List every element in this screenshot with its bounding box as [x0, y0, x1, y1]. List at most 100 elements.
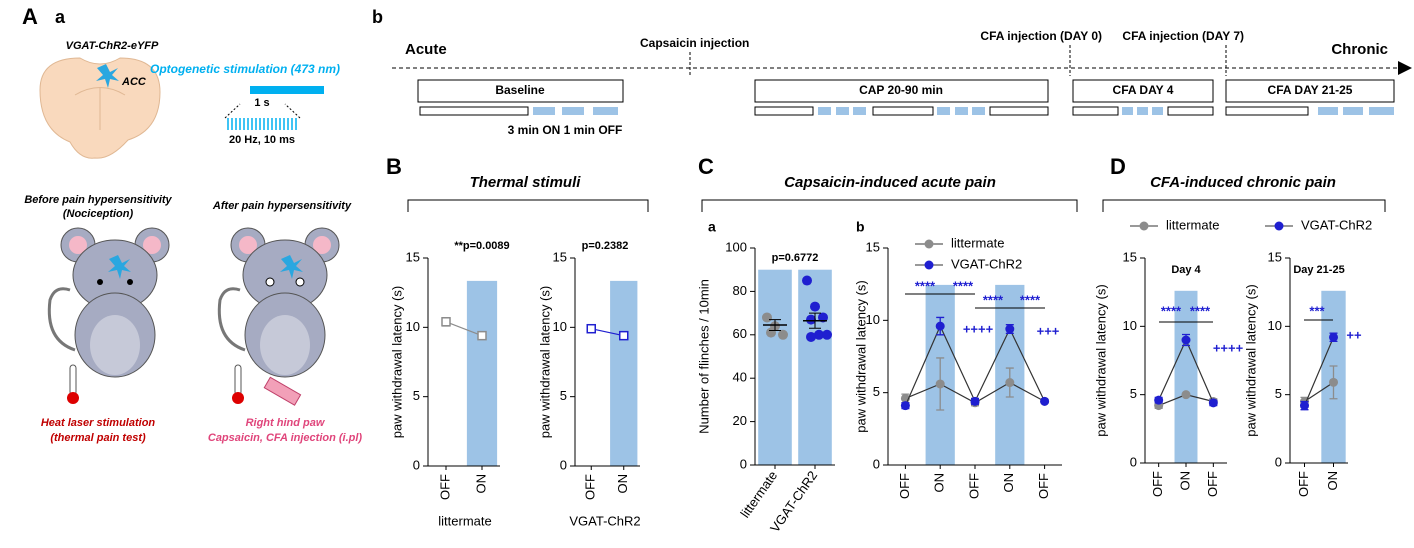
group-title: CFA-induced chronic pain [1150, 174, 1336, 191]
y-tick-label: 5 [413, 388, 420, 403]
annotation: **** [953, 278, 974, 293]
data-point [806, 314, 816, 325]
event: Capsaicin injection [640, 36, 749, 50]
legend-label: VGAT-ChR2 [951, 256, 1022, 271]
arrowhead [1398, 61, 1412, 75]
legend-marker [924, 239, 934, 249]
series-line [591, 328, 624, 337]
y-axis-label: Number of flinches / 10min [696, 279, 711, 434]
phase-box [1225, 79, 1395, 103]
event: CFA injection (DAY 7) [1122, 29, 1244, 43]
y-tick-label: 0 [1275, 454, 1282, 469]
data-point [477, 330, 487, 341]
stim-star [108, 255, 131, 279]
event-line [689, 45, 1227, 76]
condition: After pain hypersensitivity [212, 200, 352, 212]
data-point [778, 329, 788, 340]
group-title: Capsaicin-induced acute pain [784, 174, 996, 191]
annotation: ++++ [963, 321, 994, 336]
panel-label: D [1110, 154, 1126, 179]
stimulation: Optogenetic stimulation (473 nm) [150, 62, 340, 76]
data-point [806, 331, 816, 342]
phase-box [1072, 79, 1214, 103]
y-tick-label: 10 [1123, 318, 1137, 333]
x-tick-label: OFF [583, 474, 598, 500]
data-point [822, 329, 832, 340]
y-tick-label: 60 [733, 326, 747, 341]
y-tick-label: 15 [1268, 249, 1282, 264]
x-tick-label: OFF [1296, 471, 1311, 497]
timeline: Acute Chronic Capsaicin injection CFA in… [392, 29, 1412, 137]
x-tick-label: OFF [437, 474, 452, 500]
stimulation-shade [466, 280, 498, 466]
annotation: *** [1309, 303, 1325, 318]
data-point [970, 396, 980, 406]
y-tick-label: 0 [740, 456, 747, 471]
pulse-train-label: 20 Hz, 10 ms [229, 134, 295, 146]
time-end: Chronic [1331, 41, 1388, 58]
annotation: p=0.6772 [772, 252, 819, 264]
data-point [1181, 390, 1191, 400]
panel-label: b [856, 219, 865, 235]
panel-label: B [386, 154, 402, 179]
data-point [1208, 398, 1218, 408]
y-tick-label: 15 [1123, 249, 1137, 264]
y-tick-label: 10 [1268, 318, 1282, 333]
data-point [586, 323, 596, 334]
y-tick-label: 15 [406, 249, 420, 264]
panel-label: C [698, 154, 714, 179]
chart-title: Day 21-25 [1293, 264, 1344, 276]
y-tick-label: 5 [1130, 386, 1137, 401]
data-point [1005, 378, 1015, 388]
x-tick-label: ON [1001, 473, 1016, 493]
series-line [1303, 337, 1335, 406]
data-point [1040, 396, 1050, 406]
data-point [619, 330, 629, 341]
y-tick-label: 10 [406, 319, 420, 334]
x-axis-label: VGAT-ChR2 [569, 513, 640, 528]
y-tick-label: 0 [873, 456, 880, 471]
annotation: **** [983, 292, 1004, 307]
error-bar [769, 319, 781, 331]
annotation: ++ [1346, 327, 1362, 342]
y-axis-label: paw withdrawal latency (s) [1243, 284, 1258, 436]
phase-label: Baseline [495, 83, 545, 97]
y-tick-label: 15 [866, 239, 880, 254]
data-point [802, 275, 812, 286]
stim-star [96, 64, 119, 88]
y-tick-label: 40 [733, 370, 747, 385]
y-axis-label: paw withdrawal latency (s) [853, 280, 868, 432]
thermometer [232, 392, 244, 404]
time-start: Acute [405, 41, 447, 58]
x-tick-label: OFF [897, 473, 912, 499]
phase-box [754, 79, 1049, 103]
y-tick-label: 10 [553, 319, 567, 334]
annotation: **** [1161, 303, 1182, 318]
phase-label: CAP 20-90 min [859, 83, 943, 97]
data-point [810, 301, 820, 312]
test-label: (thermal pain test) [50, 432, 146, 444]
annotation: **p=0.0089 [454, 240, 509, 252]
brain-detail [74, 87, 126, 130]
on-blocks [533, 107, 1394, 115]
annotation: p=0.2382 [582, 240, 629, 252]
protocol: 3 min ON 1 min OFF [508, 123, 623, 137]
y-tick-label: 0 [560, 457, 567, 472]
x-axis-label: littermate [438, 513, 491, 528]
stim-star [280, 255, 303, 279]
y-axis-label: paw withdrawal latency (s) [537, 286, 552, 438]
stim-bar [250, 86, 324, 94]
data-point [935, 379, 945, 389]
data-point [814, 329, 824, 340]
y-axis-label: paw withdrawal latency (s) [389, 286, 404, 438]
annotation: **** [1190, 303, 1211, 318]
group-title: Thermal stimuli [470, 174, 582, 191]
test-label: Heat laser stimulation [41, 417, 156, 429]
phase-label: CFA DAY 21-25 [1268, 83, 1353, 97]
test-label: Capsaicin, CFA injection (i.pl) [208, 432, 363, 444]
x-tick-label: OFF [1036, 473, 1051, 499]
bracket [407, 199, 1386, 212]
test-label: Right hind paw [246, 417, 326, 429]
annotation: +++ [1037, 323, 1060, 338]
